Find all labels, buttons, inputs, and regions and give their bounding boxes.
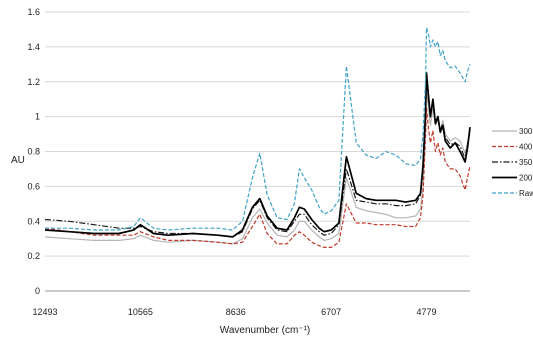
x-tick-label: 6707 [321,307,341,317]
x-axis-ticks: 12493 10565 8636 6707 4779 [32,307,436,317]
x-tick-label: 8636 [226,307,246,317]
series-line-raw [45,27,471,231]
y-tick-label: 0 [35,286,40,296]
legend-label: 300 [519,127,533,136]
x-tick-label: 12493 [32,307,57,317]
y-tick-label: 0.6 [27,181,40,191]
gridlines [45,11,470,292]
x-tick-label: 4779 [417,307,437,317]
series-line-200 [44,72,471,238]
legend-label: 400 [519,143,533,152]
y-tick-label: 0.2 [27,251,40,261]
x-axis-label: Wavenumber (cm⁻¹) [220,325,310,336]
y-axis-label: AU [11,155,25,166]
y-axis-ticks: 0 0.2 0.4 0.6 0.8 1 1.2 1.4 1.6 [27,7,40,296]
legend-label: 200 [519,174,533,183]
x-tick-label: 10565 [128,307,153,317]
y-tick-label: 0.4 [27,216,40,226]
y-tick-label: 1.2 [27,77,40,87]
plot-area [44,27,471,248]
legend: 300 400 350 200 Raw [492,127,533,198]
y-tick-label: 1 [35,112,40,122]
legend-label: Raw [519,189,533,198]
series-line-400 [44,107,471,248]
y-tick-label: 1.4 [27,42,40,52]
legend-label: 350 [519,158,533,167]
y-tick-label: 1.6 [27,7,40,17]
y-tick-label: 0.8 [27,147,40,157]
